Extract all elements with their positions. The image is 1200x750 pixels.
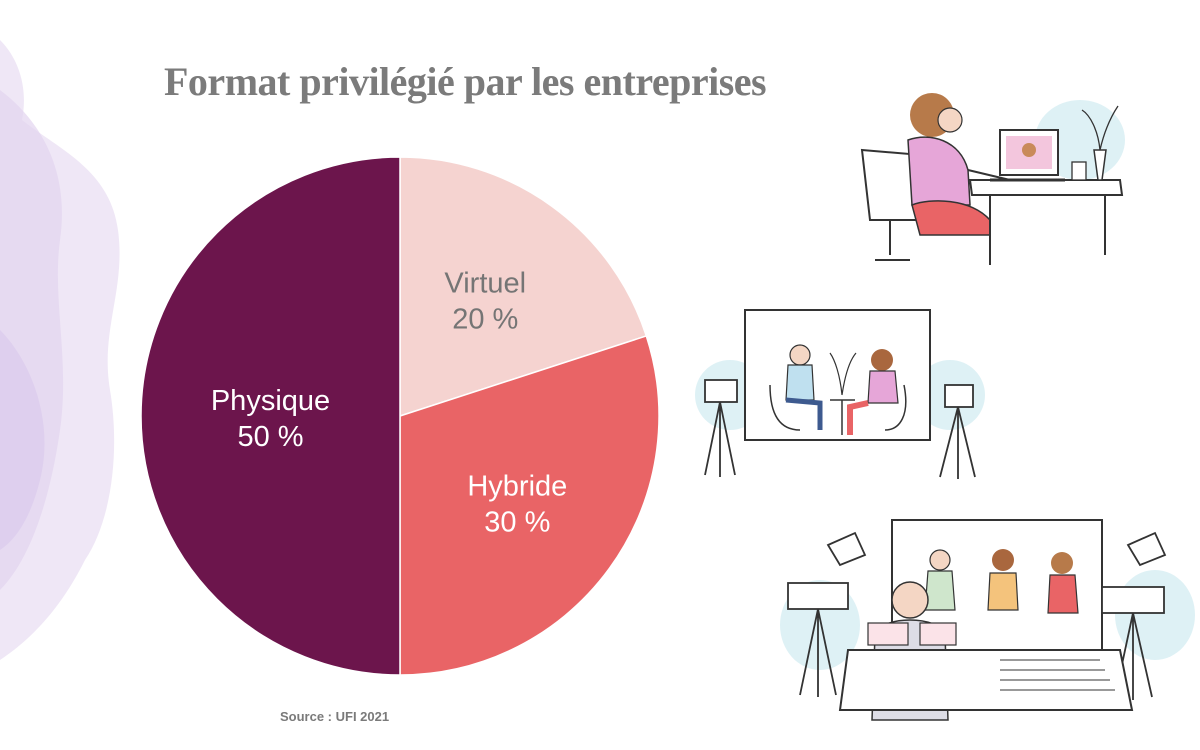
online-meeting-illustration (860, 93, 1125, 265)
source-note: Source : UFI 2021 (280, 709, 390, 724)
pie-slice-virtuel (399, 156, 648, 418)
pie-slice-physique (140, 156, 401, 676)
slice-value-hybride: 30 % (484, 506, 550, 538)
slice-label-hybride: Hybride (467, 470, 567, 502)
slice-value-physique: 50 % (237, 421, 303, 453)
slice-value-virtuel: 20 % (452, 304, 518, 336)
slice-label-virtuel: Virtuel (444, 268, 526, 300)
slice-label-physique: Physique (211, 385, 330, 417)
pie-slice-hybride (399, 335, 660, 676)
broadcast-studio-illustration (780, 519, 1195, 721)
chart-title: Format privilégié par les entreprises (164, 59, 767, 104)
interview-studio-illustration (695, 309, 985, 479)
